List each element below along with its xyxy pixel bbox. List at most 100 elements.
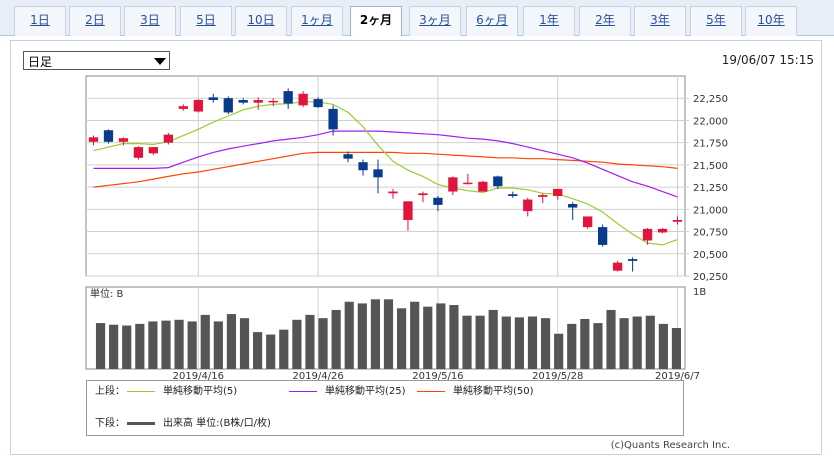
legend-item-ma5: 単純移動平均(5) bbox=[127, 385, 237, 399]
volume-bar bbox=[606, 309, 616, 369]
legend-upper-label: 上段： bbox=[95, 386, 125, 397]
ma50-swatch bbox=[417, 390, 445, 392]
tab-3[interactable]: 5日 bbox=[180, 6, 232, 36]
candle-body bbox=[657, 228, 668, 233]
volume-bar bbox=[671, 328, 682, 369]
volume-bar bbox=[187, 321, 197, 369]
candle-body bbox=[403, 201, 413, 220]
x-tick-label: 2019/5/16 bbox=[412, 371, 463, 382]
interval-select[interactable]: 日足 bbox=[23, 51, 170, 70]
volume-bar bbox=[292, 319, 302, 369]
candle-body bbox=[163, 134, 174, 143]
period-tab-bar: 1日 2日 3日 5日 10日 1ヶ月 2ヶ月 3ヶ月 6ヶ月 1年 2年 3年 5年 10年 bbox=[0, 0, 834, 37]
volume-bar bbox=[397, 308, 407, 369]
volume-bar bbox=[253, 332, 263, 369]
tab-4[interactable]: 10日 bbox=[235, 6, 287, 36]
y-tick-label: 21,750 bbox=[693, 139, 728, 150]
volume-bar bbox=[344, 301, 354, 369]
y-tick-label: 21,000 bbox=[693, 205, 728, 216]
volume-bar bbox=[462, 315, 472, 369]
volume-bar bbox=[109, 324, 119, 369]
candle-body bbox=[433, 197, 443, 205]
legend-item-ma25: 単純移動平均(25) bbox=[289, 385, 406, 399]
tab-7[interactable]: 3ヶ月 bbox=[409, 6, 461, 36]
candle-body bbox=[627, 259, 638, 261]
volume-bar bbox=[266, 334, 276, 369]
candle-body bbox=[612, 262, 623, 271]
tab-2[interactable]: 3日 bbox=[124, 6, 176, 36]
candle-body bbox=[553, 188, 563, 196]
candle-body bbox=[103, 130, 114, 142]
volume-bar bbox=[135, 323, 145, 369]
volume-bar bbox=[122, 325, 132, 369]
candle-body bbox=[478, 181, 488, 192]
candle-body bbox=[583, 216, 593, 228]
candle-body bbox=[283, 91, 293, 104]
volume-bar bbox=[213, 321, 223, 369]
candle-body bbox=[672, 220, 683, 222]
volume-bar bbox=[580, 318, 590, 369]
candle-body bbox=[568, 204, 578, 208]
candle-body bbox=[642, 228, 653, 241]
volume-bar bbox=[161, 320, 171, 369]
volume-bar bbox=[632, 316, 642, 369]
y-tick-label: 20,750 bbox=[693, 228, 728, 239]
candle-body bbox=[463, 182, 473, 185]
candle-body bbox=[268, 100, 278, 103]
y-tick-label: 20,250 bbox=[693, 272, 728, 283]
candle-body bbox=[448, 177, 458, 192]
legend-volume-label: 出来高 単位:(B株/口/枚) bbox=[163, 418, 271, 429]
volume-bar bbox=[318, 318, 328, 369]
volume-bar bbox=[423, 306, 433, 369]
volume-bar bbox=[514, 317, 524, 369]
volume-bar bbox=[554, 333, 564, 369]
ma25-line bbox=[93, 130, 678, 198]
candle-body bbox=[253, 100, 263, 103]
tab-1[interactable]: 2日 bbox=[69, 6, 121, 36]
y-tick-label: 21,250 bbox=[693, 183, 728, 194]
volume-bar bbox=[305, 314, 315, 369]
tab-6[interactable]: 2ヶ月 bbox=[350, 6, 402, 37]
candle-body bbox=[223, 98, 233, 113]
legend-lower-label: 下段： bbox=[95, 418, 125, 429]
tab-8[interactable]: 6ヶ月 bbox=[466, 6, 518, 36]
tab-13[interactable]: 10年 bbox=[745, 6, 797, 36]
volume-bar bbox=[331, 309, 341, 369]
volume-bar bbox=[658, 323, 668, 369]
x-tick-label: 2019/4/26 bbox=[292, 371, 343, 382]
volume-bar bbox=[501, 316, 511, 369]
volume-bar bbox=[383, 299, 394, 369]
tab-11[interactable]: 3年 bbox=[634, 6, 686, 36]
x-tick-label: 2019/6/7 bbox=[655, 371, 700, 382]
candle-body bbox=[493, 176, 503, 187]
volume-bar bbox=[527, 316, 538, 369]
price-plot-frame bbox=[85, 75, 686, 277]
legend-ma5-label: 単純移動平均(5) bbox=[163, 386, 238, 397]
candle-body bbox=[358, 162, 368, 171]
x-tick-label: 2019/5/28 bbox=[532, 371, 583, 382]
candle-body bbox=[597, 227, 608, 245]
interval-select-value: 日足 bbox=[28, 55, 53, 69]
y-tick-label: 21,500 bbox=[693, 161, 728, 172]
candle-body bbox=[313, 99, 323, 108]
tab-5[interactable]: 1ヶ月 bbox=[291, 6, 343, 36]
tab-12[interactable]: 5年 bbox=[690, 6, 742, 36]
volume-swatch bbox=[127, 421, 155, 425]
candle-body bbox=[373, 169, 383, 178]
timestamp: 19/06/07 15:15 bbox=[721, 53, 814, 67]
x-tick-label: 2019/4/16 bbox=[173, 371, 224, 382]
tab-0[interactable]: 1日 bbox=[14, 6, 66, 36]
candle-body bbox=[178, 106, 188, 109]
candle-body bbox=[238, 100, 248, 103]
legend-item-volume: 出来高 単位:(B株/口/枚) bbox=[127, 417, 271, 431]
legend-item-ma50: 単純移動平均(50) bbox=[417, 385, 534, 399]
tab-9[interactable]: 1年 bbox=[523, 6, 575, 36]
volume-bar bbox=[619, 318, 629, 369]
volume-bar bbox=[540, 318, 551, 369]
candle-body bbox=[193, 100, 203, 112]
volume-bar bbox=[148, 321, 158, 369]
volume-bar bbox=[449, 305, 459, 369]
tab-10[interactable]: 2年 bbox=[579, 6, 631, 36]
candle-body bbox=[343, 154, 353, 159]
volume-bar bbox=[475, 315, 485, 369]
